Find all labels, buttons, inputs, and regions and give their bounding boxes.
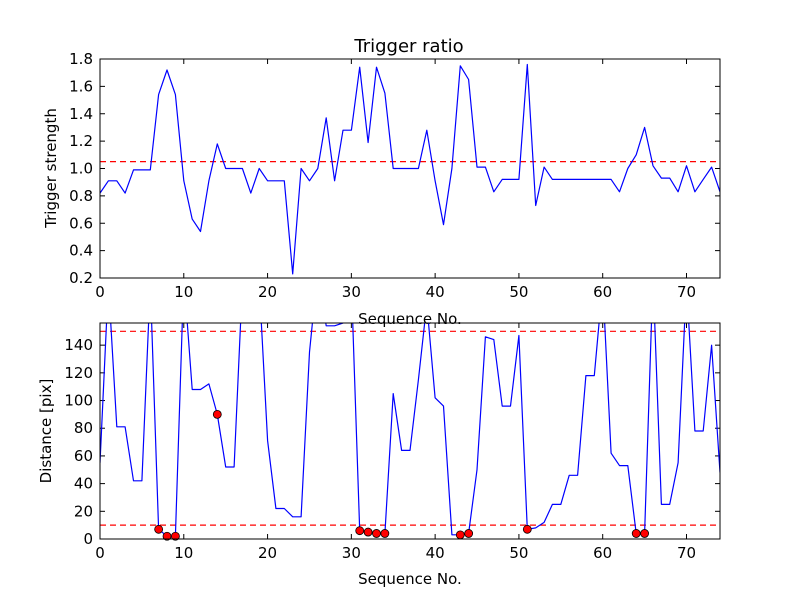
y-tick-label: 1.4	[69, 105, 93, 123]
y-tick-label: 60	[74, 447, 93, 465]
data-point-marker	[464, 529, 474, 538]
y-tick-label: 0.6	[69, 214, 93, 232]
chart-title: Trigger ratio	[353, 36, 463, 57]
y-axis-label: Distance [pix]	[37, 379, 55, 484]
marker-layer	[154, 409, 649, 541]
ticks: 0 10 20 30 40 50 60 70 0.2 0.4 0.6 0.8 1.0 1.2 1.4 1.6 1…	[69, 50, 720, 301]
y-tick-label: 140	[64, 336, 93, 354]
y-tick-label: 20	[74, 502, 93, 520]
y-tick-label: 100	[64, 392, 93, 410]
plot-frame	[99, 58, 721, 279]
y-tick-label: 0.8	[69, 187, 93, 205]
x-tick-label: 30	[342, 544, 361, 562]
x-tick-label: 0	[95, 544, 105, 562]
x-tick-label: 60	[593, 544, 612, 562]
x-tick-label: 50	[509, 283, 528, 301]
x-tick-label: 20	[258, 283, 277, 301]
x-tick-label: 40	[426, 283, 445, 301]
y-tick-label: 0	[83, 530, 93, 548]
y-tick-label: 0.2	[69, 269, 93, 287]
x-tick-label: 70	[677, 283, 696, 301]
x-axis-label: Sequence No.	[358, 570, 462, 588]
series-line	[100, 323, 720, 537]
series-layer	[100, 63, 720, 275]
data-point-marker	[171, 531, 180, 541]
x-tick-label: 70	[677, 544, 696, 562]
x-tick-label: 0	[95, 283, 105, 301]
y-tick-label: 40	[74, 475, 93, 493]
y-tick-label: 0.4	[69, 242, 93, 260]
data-point-marker	[212, 409, 222, 419]
data-point-marker	[380, 529, 390, 538]
data-point-marker	[455, 530, 465, 540]
x-tick-label: 30	[342, 283, 361, 301]
x-tick-label: 60	[593, 283, 612, 301]
y-tick-label: 1.2	[69, 132, 93, 150]
data-point-marker	[631, 529, 641, 538]
x-axis-label: Sequence No.	[358, 310, 462, 328]
y-tick-label: 1.8	[69, 50, 93, 68]
x-tick-label: 10	[174, 283, 193, 301]
x-tick-label: 40	[426, 544, 445, 562]
y-axis-label: Trigger strength	[42, 108, 60, 229]
x-tick-label: 10	[174, 544, 193, 562]
data-point-marker	[522, 524, 532, 534]
y-tick-label: 1.6	[69, 77, 93, 95]
data-point-marker	[363, 527, 373, 537]
series-layer	[100, 323, 720, 537]
data-point-marker	[154, 524, 164, 534]
distance-chart: 0 10 20 30 40 50 60 70 0 20 40 60 80 100 120 140 Sequen…	[37, 322, 721, 588]
data-point-marker	[355, 526, 365, 536]
plot-frame	[99, 322, 721, 540]
y-tick-label: 1.0	[69, 160, 93, 178]
data-point-marker	[372, 529, 381, 538]
x-tick-label: 50	[509, 544, 528, 562]
x-tick-label: 20	[258, 544, 277, 562]
data-point-marker	[640, 529, 649, 538]
y-tick-label: 120	[64, 364, 93, 382]
threshold-lines	[100, 330, 720, 526]
ticks: 0 10 20 30 40 50 60 70 0 20 40 60 80 100 120 140	[64, 323, 720, 562]
series-line	[100, 63, 720, 275]
y-tick-label: 80	[74, 419, 93, 437]
